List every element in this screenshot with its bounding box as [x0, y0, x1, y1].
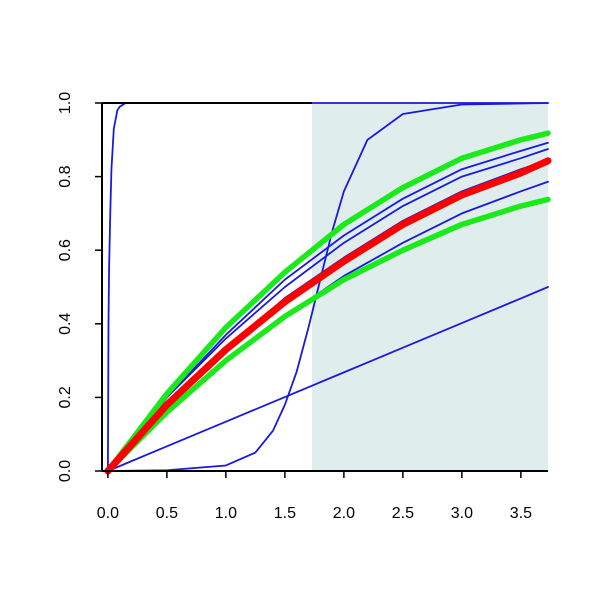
x-tick-label: 0.5: [156, 505, 178, 522]
y-tick-label: 0.4: [57, 313, 74, 335]
y-tick-label: 0.2: [57, 386, 74, 408]
series-line-thin-3: [107, 286, 549, 472]
series-line-central-1: [104, 157, 552, 475]
series-line-thin-1: [107, 102, 549, 472]
x-tick-label: 0.0: [97, 505, 119, 522]
x-tick-label: 1.5: [274, 505, 296, 522]
x-tick-label: 3.0: [451, 505, 473, 522]
series-line-band-1: [105, 196, 551, 474]
shaded-region: [312, 103, 548, 471]
x-tick-label: 3.5: [510, 505, 532, 522]
series-line-thin-7: [107, 141, 549, 472]
x-tick-label: 1.0: [215, 505, 237, 522]
y-axis-ticks: 0.0 0.2 0.4 0.6 0.8 1.0: [57, 92, 102, 482]
y-tick-label: 0.8: [57, 165, 74, 187]
series-line-thin-2: [107, 102, 549, 472]
series-line-band-2: [105, 130, 551, 474]
y-tick-label: 0.0: [57, 460, 74, 482]
y-tick-label: 0.6: [57, 239, 74, 261]
x-tick-label: 2.5: [392, 505, 414, 522]
axes: [101, 102, 548, 472]
y-tick-label: 1.0: [57, 92, 74, 114]
series-lines: [104, 102, 552, 475]
x-tick-label: 2.0: [333, 505, 355, 522]
x-axis-ticks: 0.0 0.5 1.0 1.5 2.0 2.5 3.0 3.5: [97, 471, 532, 522]
